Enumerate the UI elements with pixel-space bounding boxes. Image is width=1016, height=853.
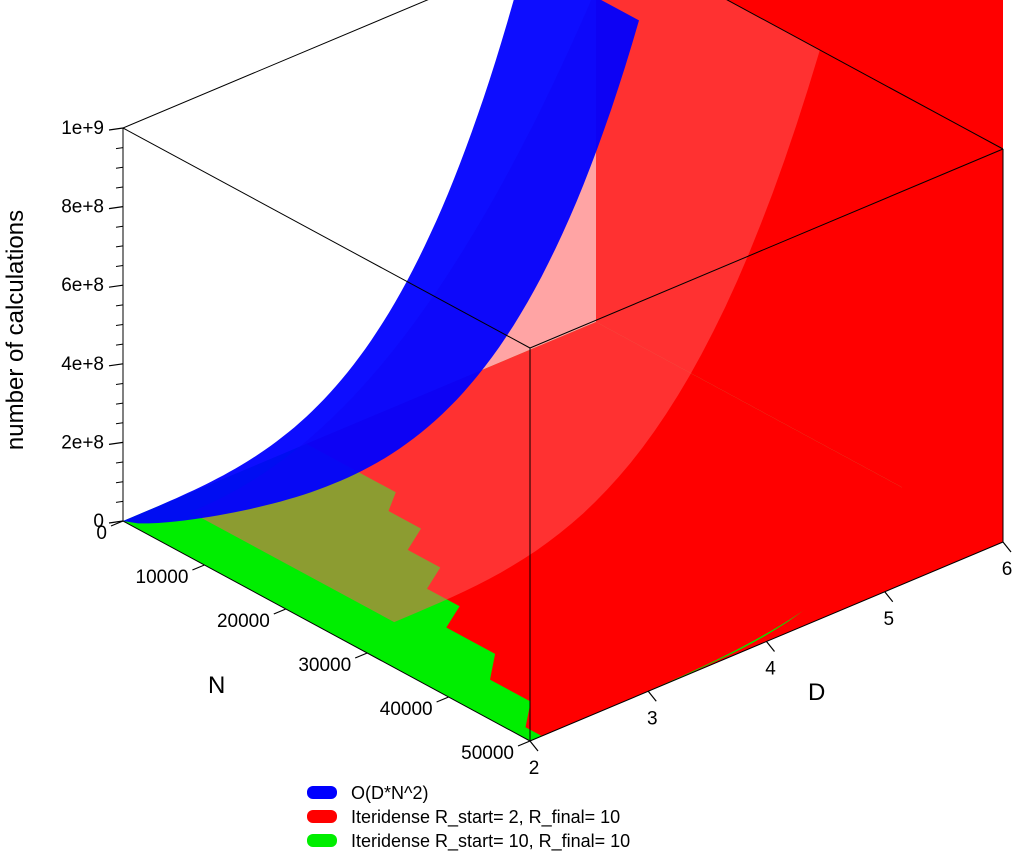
- n-tick-1: [192, 564, 205, 571]
- z-tick-2: [108, 363, 124, 367]
- d-tick-label-0: 2: [529, 758, 540, 779]
- n-axis-title: N: [208, 672, 225, 699]
- d-tick-3: [884, 591, 894, 603]
- z-axis-title: number of calculations: [2, 210, 29, 450]
- z-minor-tick: [115, 382, 124, 385]
- z-minor-tick: [115, 461, 124, 464]
- n-tick-label-3: 30000: [298, 655, 351, 676]
- z-minor-tick: [115, 265, 124, 268]
- z-tick-4: [108, 206, 124, 210]
- z-minor-tick: [115, 402, 124, 405]
- n-tick-label-5: 50000: [461, 743, 514, 764]
- z-tick-label-2: 4e+8: [61, 354, 104, 375]
- legend-label-2: Iteridense R_start= 10, R_final= 10: [351, 831, 630, 852]
- d-tick-label-2: 4: [765, 659, 776, 680]
- z-tick-1: [108, 441, 124, 445]
- z-minor-tick: [115, 166, 124, 169]
- d-tick-label-3: 5: [883, 609, 894, 630]
- z-tick-5: [108, 127, 124, 131]
- z-minor-tick: [115, 481, 124, 484]
- frame-edge-7: [122, 0, 429, 129]
- legend-swatch-0: [307, 786, 337, 799]
- bounding-box: [122, 0, 1004, 742]
- n-tick-label-4: 40000: [380, 699, 433, 720]
- frame-edge-8: [726, 0, 1004, 150]
- n-tick-2: [273, 608, 287, 615]
- d-tick-2: [766, 641, 775, 652]
- z-minor-tick: [115, 147, 124, 150]
- legend: O(D*N^2) Iteridense R_start= 2, R_final=…: [307, 783, 630, 852]
- z-minor-tick: [115, 422, 124, 425]
- n-tick-0: [110, 520, 124, 527]
- frame-edge-5: [122, 127, 531, 349]
- n-tick-4: [436, 696, 449, 703]
- d-tick-0: [529, 740, 539, 752]
- n-tick-label-1: 10000: [136, 567, 189, 588]
- z-minor-tick: [115, 343, 124, 346]
- z-tick-3: [108, 284, 124, 288]
- z-minor-tick: [115, 500, 124, 503]
- z-tick-label-0: 0: [93, 511, 104, 532]
- n-tick-3: [354, 652, 368, 659]
- legend-swatch-2: [307, 834, 337, 847]
- legend-swatch-1: [307, 810, 337, 823]
- z-minor-tick: [115, 304, 124, 307]
- legend-label-0: O(D*N^2): [351, 783, 428, 803]
- frame-edge-6: [529, 148, 1004, 349]
- z-tick-label-3: 6e+8: [61, 275, 104, 296]
- d-axis-title: D: [808, 679, 825, 706]
- z-minor-tick: [115, 245, 124, 248]
- z-tick-label-1: 2e+8: [61, 432, 104, 453]
- n-tick-5: [517, 740, 531, 747]
- n-tick-label-0: 0: [96, 523, 107, 544]
- d-tick-label-4: 6: [1002, 559, 1013, 580]
- legend-item-0: O(D*N^2): [307, 783, 428, 803]
- z-tick-label-5: 1e+9: [61, 118, 104, 139]
- surface-layer: [123, 0, 1003, 742]
- z-tick-label-4: 8e+8: [61, 197, 104, 218]
- legend-item-1: Iteridense R_start= 2, R_final= 10: [307, 807, 620, 828]
- frame-edge-0: [122, 520, 531, 742]
- n-tick-label-2: 20000: [217, 611, 270, 632]
- surface-blue: [123, 0, 639, 524]
- legend-label-1: Iteridense R_start= 2, R_final= 10: [351, 807, 620, 828]
- z-minor-tick: [115, 225, 124, 228]
- z-minor-tick: [115, 186, 124, 189]
- tick-layer: 0 2e+8 4e+8 6e+8 8e+8 1e+9 0 10000 20000 30000 400…: [61, 118, 1012, 779]
- d-tick-4: [1002, 541, 1012, 553]
- d-tick-1: [647, 690, 657, 702]
- legend-item-2: Iteridense R_start= 10, R_final= 10: [307, 831, 630, 852]
- d-tick-label-1: 3: [647, 708, 658, 729]
- z-minor-tick: [115, 324, 124, 326]
